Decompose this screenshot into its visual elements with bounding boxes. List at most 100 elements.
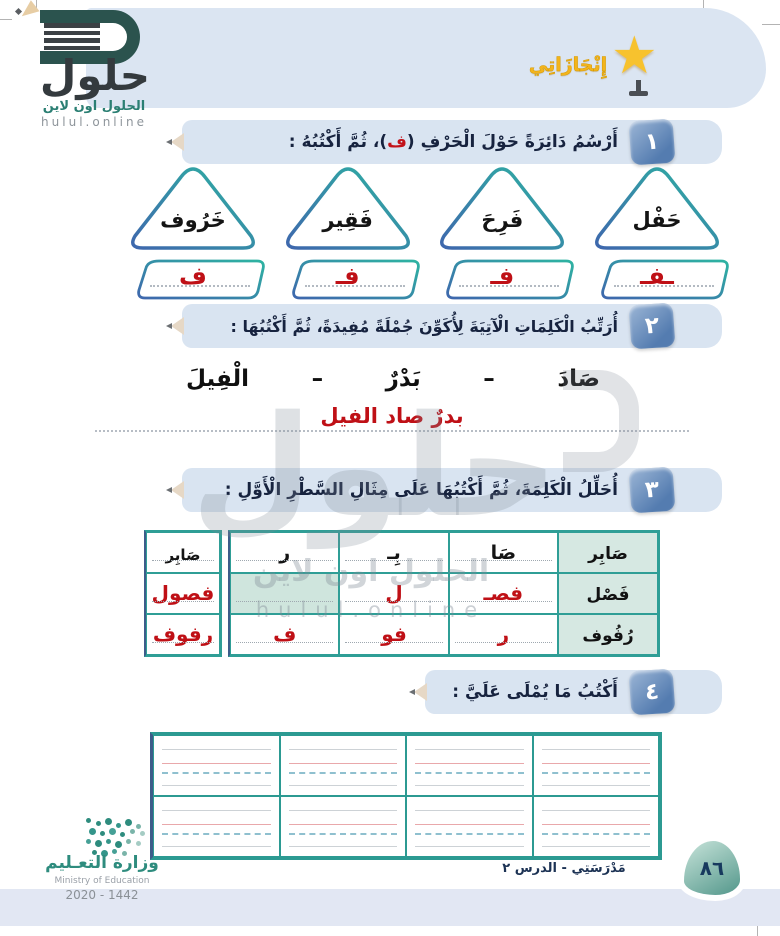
word-header-cell: رُفُوف bbox=[558, 614, 658, 655]
lesson-label: مَدْرَسَتِي - الدرس ٢ bbox=[502, 861, 626, 876]
word-header-cell: فَصْل bbox=[558, 573, 658, 614]
guide-line bbox=[415, 823, 524, 825]
exercise4-number-badge: ٤ bbox=[628, 668, 676, 716]
footer-band bbox=[0, 889, 780, 926]
edition-year: 2020 - 1442 bbox=[65, 888, 139, 902]
triangle-shape bbox=[440, 167, 565, 250]
guide-line bbox=[415, 809, 524, 811]
guide-line bbox=[415, 845, 524, 847]
card-word: حَفْل bbox=[632, 208, 682, 232]
page-number-badge: ٨٦ bbox=[684, 841, 740, 895]
writing-line bbox=[459, 285, 560, 287]
guide-line bbox=[162, 748, 271, 750]
answer-column: صَابِر فصول رفوف bbox=[144, 530, 222, 657]
written-letter: فـ bbox=[490, 262, 515, 290]
dictation-cell bbox=[532, 735, 659, 796]
triangle-shape bbox=[285, 167, 410, 250]
card-word: فَقِير bbox=[322, 208, 373, 232]
achievements-label: إِنْجَازَاتِي bbox=[528, 54, 608, 77]
guide-line bbox=[415, 784, 524, 786]
guide-line bbox=[288, 809, 397, 811]
writing-line bbox=[150, 285, 250, 287]
guide-line bbox=[415, 748, 524, 750]
exercise2-number-badge: ٢ bbox=[628, 302, 676, 350]
word-card-shapes bbox=[285, 167, 420, 300]
dictation-cell bbox=[153, 735, 280, 796]
analysis-cell: صَا bbox=[448, 532, 558, 573]
hulul-logo: حلول الحلول اون لاين hulul.online bbox=[8, 0, 180, 132]
written-letter: فـ bbox=[335, 262, 360, 290]
guide-line bbox=[288, 771, 397, 774]
analysis-cell: ر bbox=[230, 532, 340, 573]
book-page-line bbox=[44, 38, 100, 43]
exercise3-header: ٣ أُحَلِّلُ الْكَلِمَةَ، ثُمَّ أَكْتُبُه… bbox=[166, 466, 722, 514]
analysis-cell: بِـ bbox=[339, 532, 449, 573]
guide-line bbox=[541, 823, 650, 825]
ministry-logo-icon bbox=[86, 818, 91, 823]
guide-line bbox=[288, 748, 397, 750]
guide-line bbox=[415, 762, 524, 764]
crop-mark bbox=[762, 24, 780, 25]
guide-line bbox=[288, 784, 397, 786]
dictation-cell bbox=[532, 796, 659, 857]
exercise3-title: أُحَلِّلُ الْكَلِمَةَ، ثُمَّ أَكْتُبُهَا… bbox=[224, 480, 618, 500]
guide-line bbox=[541, 809, 650, 811]
guide-line bbox=[541, 771, 650, 774]
analysis-cell: ف bbox=[230, 614, 340, 655]
guide-line bbox=[162, 845, 271, 847]
exercise1-items: حَفْل ـفـ فَرِحَ فـ فَقِير فـ bbox=[118, 164, 732, 306]
guide-line bbox=[541, 845, 650, 847]
guide-line bbox=[162, 784, 271, 786]
word-bank-item: بَدْرٌ bbox=[385, 366, 421, 392]
guide-line bbox=[162, 809, 271, 811]
brand-domain: hulul.online bbox=[41, 115, 147, 129]
card-word: خَرُوف bbox=[160, 208, 226, 232]
star-base bbox=[629, 91, 648, 96]
star-icon: ★ bbox=[611, 26, 658, 86]
written-letter: ف bbox=[179, 262, 207, 290]
answer-cell: صَابِر bbox=[146, 532, 220, 573]
answer-box-shape bbox=[601, 259, 729, 300]
triangle-shape bbox=[131, 167, 255, 250]
exercise4-header: ٤ أَكْتُبُ مَا يُمْلَى عَلَيَّ : bbox=[409, 668, 722, 716]
brand-tagline: الحلول اون لاين bbox=[42, 99, 146, 114]
answer-cell: فصول bbox=[146, 573, 220, 614]
book-icon bbox=[40, 10, 140, 64]
guide-line bbox=[541, 832, 650, 835]
guide-line bbox=[162, 771, 271, 774]
guide-line bbox=[541, 784, 650, 786]
top-banner bbox=[86, 8, 766, 108]
word-separator: – bbox=[483, 366, 495, 392]
word-card-shapes bbox=[440, 167, 575, 300]
guide-line bbox=[288, 845, 397, 847]
word-bank-item: الْفِيلَ bbox=[186, 366, 250, 392]
guide-line bbox=[288, 832, 397, 835]
book-page-line bbox=[44, 23, 100, 28]
ministry-name-en: Ministry of Education bbox=[54, 876, 150, 886]
answer-box-shape bbox=[446, 259, 575, 300]
exercise2-title: أُرَتِّبُ الْكَلِمَاتِ الْآتِيَةَ لِأُكَ… bbox=[230, 316, 618, 336]
exercise1-number-badge: ١ bbox=[628, 118, 676, 166]
word-card: فَرِحَ فـ bbox=[427, 164, 577, 306]
word-header-cell: صَابِر bbox=[558, 532, 658, 573]
word-card: فَقِير فـ bbox=[273, 164, 423, 306]
triangle-shape bbox=[595, 167, 719, 250]
crop-mark bbox=[0, 19, 12, 20]
exercise2-word-bank: صَادَ – بَدْرٌ – الْفِيلَ bbox=[186, 366, 600, 392]
word-bank-item: صَادَ bbox=[557, 366, 600, 392]
analysis-cell: ر bbox=[448, 614, 558, 655]
word-separator: – bbox=[311, 366, 324, 392]
guide-line bbox=[162, 832, 271, 835]
guide-line bbox=[288, 823, 397, 825]
word-card-shapes bbox=[131, 167, 265, 300]
answer-box-shape bbox=[291, 259, 420, 300]
brand-name: حلول bbox=[39, 51, 151, 100]
book-page-line bbox=[44, 30, 100, 35]
star-stand bbox=[636, 80, 641, 92]
word-card: حَفْل ـفـ bbox=[582, 164, 732, 306]
exercise1-target-letter: ف bbox=[387, 132, 407, 152]
word-card: خَرُوف ف bbox=[118, 164, 268, 306]
analysis-cell-unused bbox=[230, 573, 340, 614]
answer-cell: رفوف bbox=[146, 614, 220, 655]
exercise4-title: أَكْتُبُ مَا يُمْلَى عَلَيَّ : bbox=[452, 682, 618, 702]
